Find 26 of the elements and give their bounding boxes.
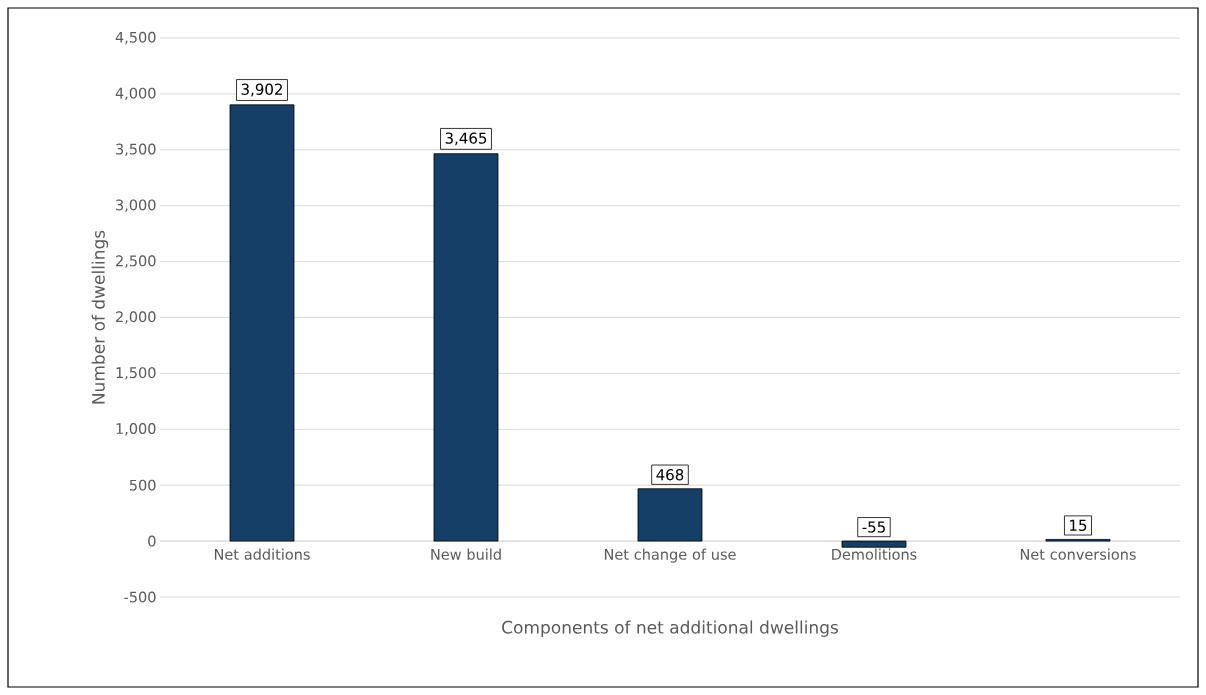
x-tick-label: Net change of use	[604, 548, 736, 563]
bar	[229, 104, 295, 542]
data-label: 3,902	[241, 83, 282, 97]
y-axis-title: Number of dwellings	[91, 230, 109, 404]
y-tick-label: -500	[124, 591, 156, 603]
data-label: 15	[1070, 519, 1087, 532]
y-tick-label: 4,000	[115, 87, 156, 101]
y-tick-label: 4,500	[115, 31, 156, 45]
y-tick-label: 0	[148, 535, 156, 547]
bar	[433, 153, 499, 542]
y-tick-label: 500	[129, 479, 156, 491]
data-label: -55	[862, 521, 885, 533]
y-tick-label: 1,000	[116, 423, 156, 436]
x-tick-label: Demolitions	[832, 548, 917, 560]
x-axis-title: Components of net additional dwellings	[502, 620, 839, 637]
bar	[637, 488, 703, 542]
data-label: 468	[656, 469, 684, 481]
y-tick-label: 1,500	[116, 367, 156, 380]
x-tick-label: Net conversions	[1020, 548, 1136, 560]
y-tick-label: 3,000	[116, 199, 156, 212]
x-tick-label: Net additions	[214, 548, 310, 560]
y-tick-label: 3,500	[116, 143, 156, 157]
x-tick-label: New build	[431, 548, 501, 560]
data-label: 3,465	[445, 132, 487, 146]
y-tick-label: 2,500	[116, 255, 156, 268]
y-tick-label: 2,000	[116, 311, 156, 324]
